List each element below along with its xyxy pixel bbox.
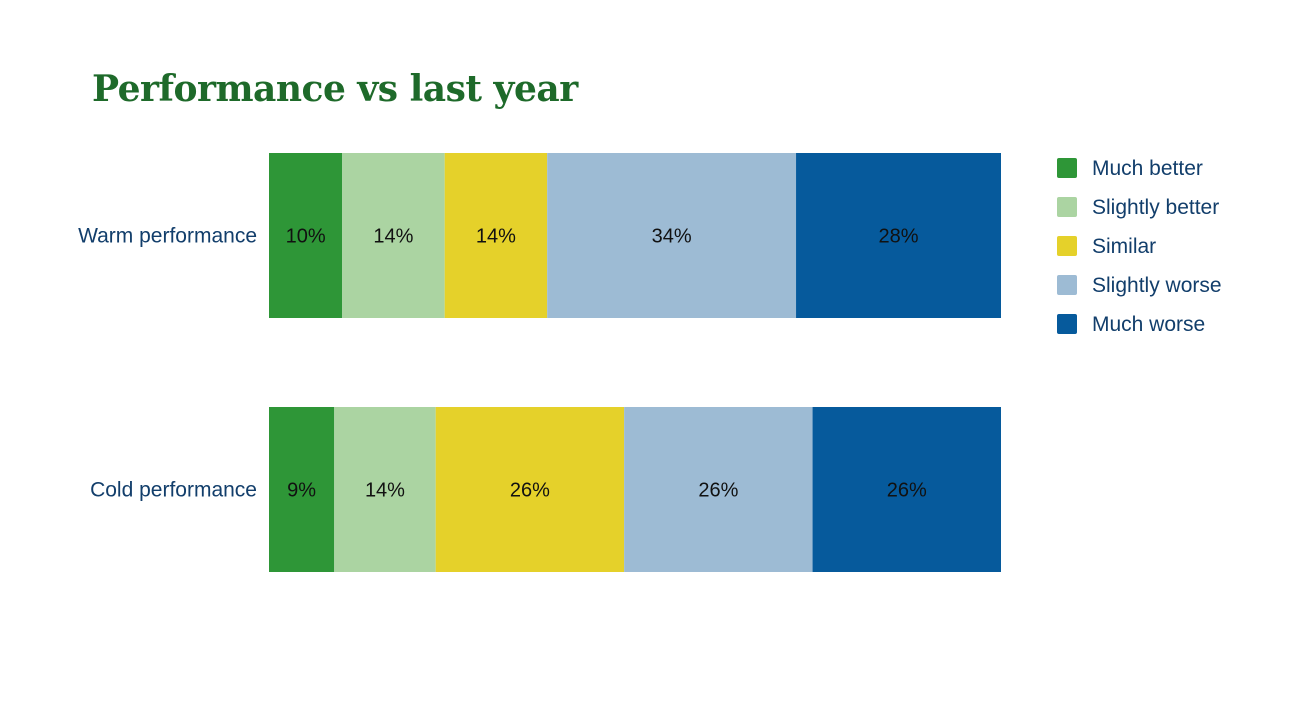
data-label: 10% [286, 226, 326, 248]
bar-row-1: Cold performance 9% 14% 26% 26% 26% [90, 407, 1001, 572]
legend-swatch [1057, 314, 1077, 334]
bar-segment [269, 153, 343, 318]
chart-title: Performance vs last year [92, 68, 578, 110]
legend-swatch [1057, 158, 1077, 178]
bar-row-0: Warm performance 10% 14% 14% 34% 28% [78, 153, 1001, 318]
bar-segment [547, 153, 797, 318]
legend-label: Much better [1092, 157, 1203, 180]
bar-segment [444, 153, 548, 318]
legend-item: Slightly better [1057, 196, 1219, 219]
bar-segment [435, 407, 625, 572]
bar-segment [812, 407, 1001, 572]
legend-item: Slightly worse [1057, 274, 1222, 297]
legend: Much better Slightly better Similar Slightl… [1057, 157, 1222, 336]
data-label: 9% [287, 480, 316, 502]
bar-segment [624, 407, 813, 572]
legend-label: Much worse [1092, 313, 1205, 336]
data-label: 14% [476, 226, 516, 248]
legend-swatch [1057, 236, 1077, 256]
category-label: Warm performance [78, 225, 257, 248]
category-label: Cold performance [90, 479, 257, 502]
bar-segment [334, 407, 436, 572]
bar-segment [796, 153, 1001, 318]
bar-segment [269, 407, 335, 572]
legend-item: Similar [1057, 235, 1156, 258]
data-label: 34% [652, 226, 692, 248]
legend-item: Much better [1057, 157, 1203, 180]
data-label: 26% [510, 480, 550, 502]
data-label: 26% [887, 480, 927, 502]
data-label: 26% [698, 480, 738, 502]
data-label: 14% [365, 480, 405, 502]
bar-segment [342, 153, 445, 318]
legend-item: Much worse [1057, 313, 1205, 336]
legend-swatch [1057, 197, 1077, 217]
data-label: 28% [879, 226, 919, 248]
legend-label: Slightly worse [1092, 274, 1222, 297]
data-label: 14% [373, 226, 413, 248]
legend-swatch [1057, 275, 1077, 295]
legend-label: Slightly better [1092, 196, 1219, 219]
bars-layer: Warm performance 10% 14% 14% 34% 28% Cold perf… [78, 153, 1001, 572]
legend-label: Similar [1092, 235, 1156, 258]
